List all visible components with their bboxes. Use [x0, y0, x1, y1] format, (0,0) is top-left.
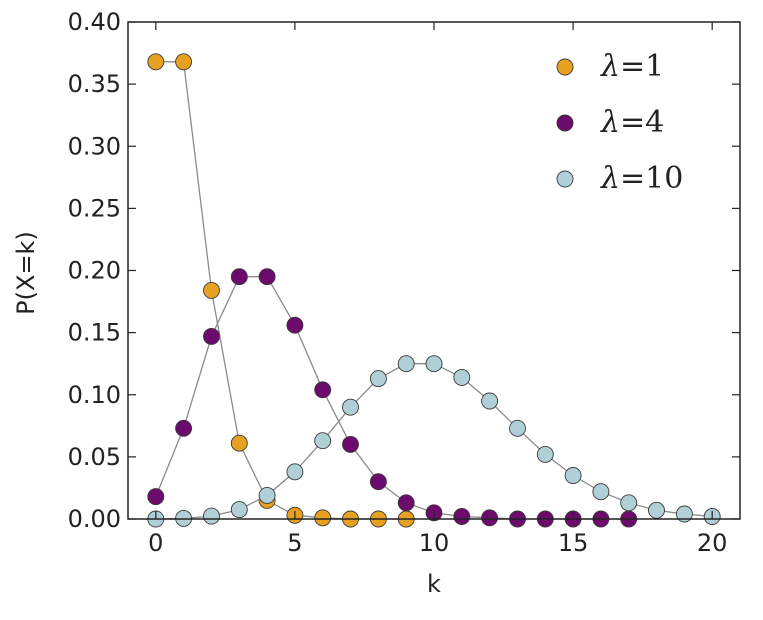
data-point [564, 467, 582, 484]
legend-label: λ=10 [600, 161, 683, 196]
y-tick-label: 0.25 [68, 194, 121, 222]
series-2 [147, 355, 721, 528]
legend-value: =1 [620, 49, 664, 84]
y-tick-label: 0.30 [68, 132, 121, 160]
data-point [230, 501, 248, 519]
data-point [147, 488, 165, 506]
y-tick-label: 0.40 [68, 8, 121, 36]
y-tick-label: 0.05 [68, 443, 121, 471]
x-tick-label: 0 [148, 529, 163, 557]
series-layer [147, 53, 721, 528]
legend-label: λ=1 [600, 49, 664, 84]
data-point [397, 355, 415, 373]
data-point [509, 419, 526, 437]
data-point [342, 398, 359, 416]
plot-frame [127, 21, 741, 520]
x-tick-label: 20 [697, 529, 728, 557]
series-1 [147, 268, 638, 528]
series-line-0 [155, 61, 407, 520]
data-point [453, 368, 471, 386]
data-point [258, 268, 276, 286]
y-tick-label: 0.10 [68, 381, 121, 409]
x-axis-label: k [427, 570, 441, 598]
data-point [286, 463, 304, 481]
legend-marker [556, 114, 574, 132]
legend-symbol: λ [600, 105, 620, 140]
x-tick-label: 10 [419, 529, 450, 557]
legend-entry-2: λ=10 [556, 161, 683, 196]
data-point [369, 473, 387, 491]
data-point [286, 316, 304, 334]
y-tick-label: 0.35 [68, 70, 121, 98]
legend-value: =10 [620, 161, 683, 196]
legend-entry-0: λ=1 [556, 49, 664, 84]
data-point [369, 370, 387, 388]
data-point [175, 53, 193, 71]
data-point [397, 494, 415, 512]
data-point [481, 392, 499, 410]
data-point [481, 509, 499, 527]
legend: λ=1λ=4λ=10 [556, 49, 683, 196]
y-tick-label: 0.20 [68, 257, 121, 285]
data-point [203, 507, 220, 525]
data-point [314, 381, 332, 399]
data-point [203, 281, 220, 299]
legend-symbol: λ [600, 161, 620, 196]
ticks-layer: 0 5 10 15 20 0.00 0.05 0.10 0.15 0.20 0.25 0.30 0.35… [68, 8, 740, 557]
data-point [258, 486, 276, 504]
data-point [203, 327, 220, 345]
data-point [175, 419, 193, 437]
data-point [314, 432, 332, 450]
data-point [314, 509, 332, 527]
y-tick-label: 0.15 [68, 319, 121, 347]
series-line-1 [155, 276, 629, 520]
data-point [425, 355, 443, 373]
y-axis-label: P(X=k) [12, 231, 40, 315]
data-point [620, 494, 638, 512]
legend-entry-1: λ=4 [556, 105, 664, 140]
legend-marker [556, 170, 574, 188]
legend-symbol: λ [600, 49, 620, 84]
data-point [648, 501, 665, 519]
legend-value: =4 [620, 105, 664, 140]
data-point [147, 53, 165, 71]
legend-marker [556, 58, 574, 76]
data-point [453, 508, 471, 525]
data-point [675, 505, 693, 523]
x-tick-label: 5 [287, 529, 302, 557]
x-tick-label: 15 [558, 529, 589, 557]
y-tick-label: 0.00 [68, 505, 121, 533]
series-0 [147, 53, 415, 528]
data-point [536, 445, 554, 463]
axes-layer [127, 21, 741, 520]
data-point [230, 434, 248, 452]
data-point [592, 483, 610, 501]
data-point [342, 435, 359, 453]
legend-label: λ=4 [600, 105, 664, 140]
data-point [230, 268, 248, 286]
